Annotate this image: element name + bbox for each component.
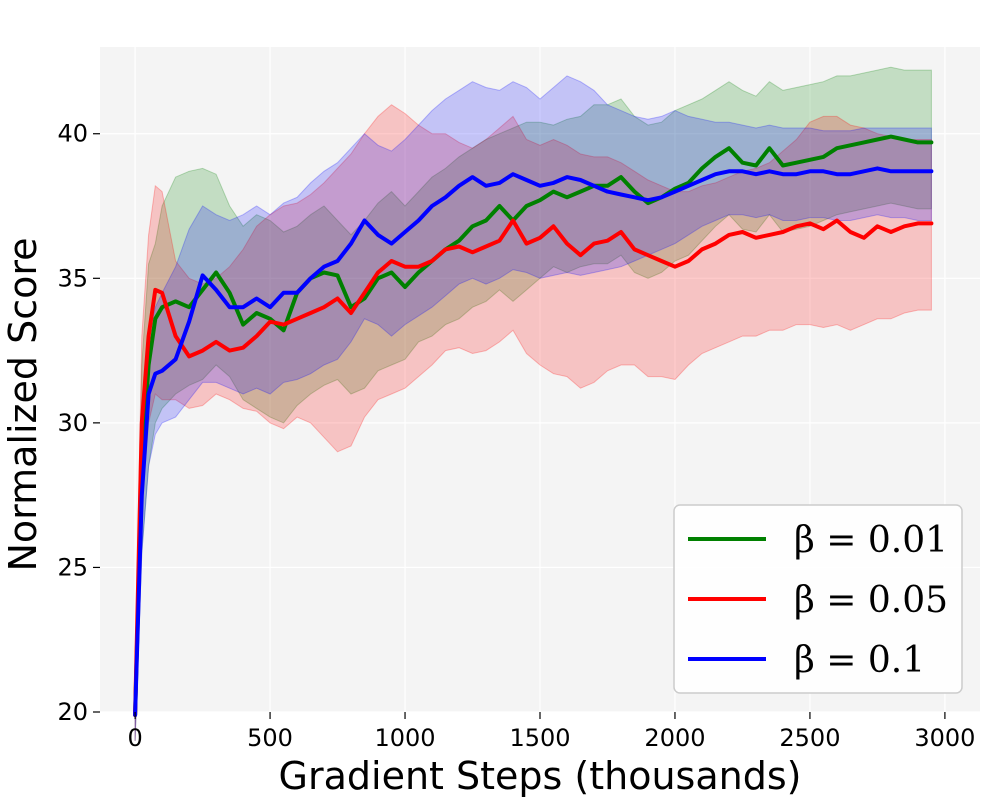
y-tick-label: 40 <box>57 120 88 148</box>
grid <box>100 47 980 713</box>
tick-labels: 0 500 1000 1500 2000 2500 3000 20 25 30 35 40 <box>57 120 975 752</box>
legend-box <box>673 504 963 694</box>
x-tick-label: 500 <box>247 724 293 752</box>
legend-label-2: β = 0.05 <box>794 580 948 621</box>
y-tick-label: 35 <box>57 264 88 292</box>
legend-label-3: β = 0.1 <box>794 640 925 681</box>
series-band-1 <box>134 66 932 741</box>
legend-label-1: β = 0.01 <box>794 520 948 561</box>
x-tick-label: 2500 <box>779 724 840 752</box>
y-tick-label: 20 <box>57 698 88 726</box>
series-band-3 <box>134 75 932 741</box>
series-lines <box>133 134 934 717</box>
series-line-2 <box>133 218 934 717</box>
legend: β = 0.01 β = 0.05 β = 0.1 <box>673 504 963 694</box>
x-tick-label: 1000 <box>374 724 435 752</box>
x-tick-label: 1500 <box>509 724 570 752</box>
x-tick-label: 2000 <box>644 724 705 752</box>
x-tick-label: 3000 <box>914 724 975 752</box>
y-tick-label: 25 <box>57 553 88 581</box>
series-line-1 <box>133 134 934 717</box>
x-axis-title: Gradient Steps (thousands) <box>279 754 802 798</box>
y-axis-title: Normalized Score <box>1 237 45 571</box>
y-tick-label: 30 <box>57 409 88 437</box>
x-tick-label: 0 <box>127 724 142 752</box>
series-line-3 <box>133 166 934 717</box>
